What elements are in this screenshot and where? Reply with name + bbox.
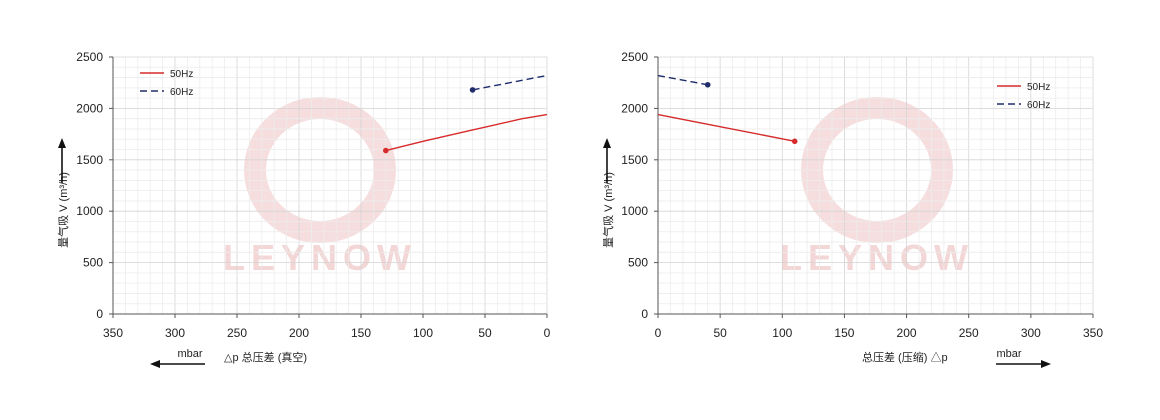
y-tick-label: 1000 [76,204,103,218]
x-axis-label: 总压差 (压缩) △p [862,350,948,364]
series-line-50Hz [657,113,795,142]
up-arrow-icon [58,138,66,148]
series-point-60Hz [704,81,711,88]
legend: 50Hz 60Hz [997,82,1050,111]
y-tick-label: 2500 [621,50,648,64]
y-tick-label: 500 [83,256,103,270]
y-axis-label: 量气吸 V (m³/h) [56,172,70,248]
x-tick-label: 100 [772,326,792,340]
series-point-50Hz [383,147,389,154]
x-tick-label: 100 [413,326,433,340]
legend-label: 60Hz [170,87,193,98]
up-arrow-icon [603,138,611,148]
y-tick-label: 1500 [76,153,103,167]
legend-label: 60Hz [1027,100,1050,111]
x-tick-label: 50 [478,326,492,340]
x-tick-label: 0 [544,326,551,340]
x-tick-label: 150 [351,326,371,340]
x-tick-label: 50 [713,326,727,340]
series-point-50Hz [791,138,798,145]
y-tick-label: 1000 [621,204,648,218]
y-tick-label: 500 [628,256,648,270]
x-tick-label: 300 [1021,326,1041,340]
x-tick-label: 250 [227,326,247,340]
y-tick-label: 0 [96,307,103,321]
watermark-text: LEYNOW [780,237,974,278]
legend-label: 50Hz [1027,82,1050,93]
chart-panel-pressure: LEYNOW 0 500 1000 1500 2000 2500 0 50 100 150 200 25… [601,50,1103,368]
gridlines [657,56,1094,315]
series-line-60Hz [657,74,708,86]
series-line-50Hz [385,113,548,152]
right-arrow-icon [1041,360,1051,368]
y-tick-label: 1500 [621,153,648,167]
y-tick-label: 2500 [76,50,103,64]
x-unit-label: mbar [177,348,202,360]
x-tick-label: 200 [897,326,917,340]
x-tick-label: 300 [165,326,185,340]
left-arrow-icon [150,360,160,368]
x-tick-label: 150 [834,326,854,340]
x-unit-label: mbar [996,348,1021,360]
legend: 50Hz 60Hz [140,69,193,98]
gridlines [112,56,548,315]
series-point-60Hz [469,87,476,93]
x-axis-label: △p 总压差 (真空) [224,350,307,364]
x-tick-label: 350 [1083,326,1103,340]
x-tick-label: 200 [289,326,309,340]
y-axis-label: 量气吸 V (m³/h) [601,172,615,248]
x-tick-label: 0 [655,326,662,340]
series-line-60Hz [472,74,548,91]
x-tick-label: 350 [103,326,123,340]
legend-label: 50Hz [170,69,193,80]
watermark-text: LEYNOW [223,237,417,278]
x-tick-label: 250 [959,326,979,340]
y-tick-label: 2000 [621,101,648,115]
y-tick-label: 0 [641,307,648,321]
y-tick-label: 2000 [76,101,103,115]
